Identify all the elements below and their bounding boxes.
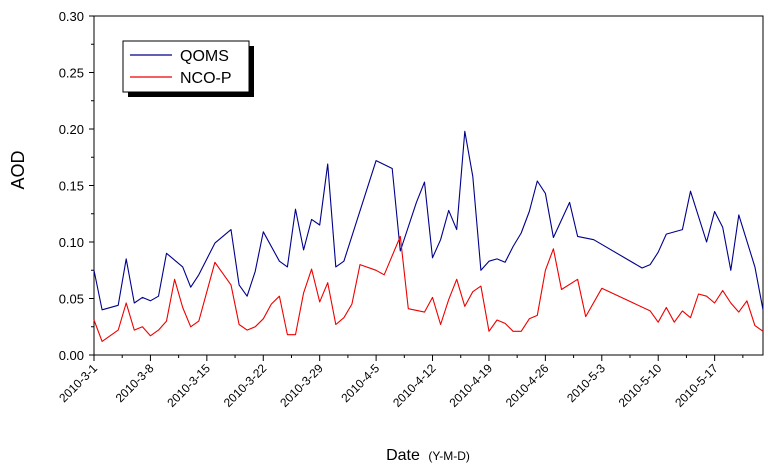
y-tick-label: 0.15 [59, 179, 84, 194]
x-tick-label: 2010-4-26 [503, 361, 552, 410]
legend-box [122, 40, 250, 93]
legend-label-qoms: QOMS [180, 48, 229, 65]
x-tick-label: 2010-4-12 [390, 361, 439, 410]
x-tick-label: 2010-3-1 [56, 361, 100, 405]
series-line-qoms [93, 130, 764, 311]
x-axis-ticks: 2010-3-1 2010-3-8 2010-3-15 2010-3-22 2010-3… [56, 355, 744, 410]
series-line-nco-p [93, 235, 764, 342]
x-tick-label: 2010-4-19 [446, 361, 495, 410]
series-lines [93, 130, 764, 342]
x-tick-label: 2010-3-29 [277, 361, 326, 410]
x-tick-label: 2010-3-8 [113, 361, 157, 405]
legend-label-nco-p: NCO-P [180, 70, 232, 87]
y-tick-label: 0.30 [59, 9, 84, 24]
x-axis-label-main: Date [386, 447, 420, 464]
x-axis-label-suffix: (Y-M-D) [428, 449, 470, 463]
y-axis-label: AOD [8, 150, 28, 189]
legend: QOMS NCO-P [122, 40, 254, 97]
x-tick-label: 2010-3-15 [164, 361, 213, 410]
y-tick-label: 0.10 [59, 235, 84, 250]
x-tick-label: 2010-5-10 [616, 361, 665, 410]
y-tick-label: 0.20 [59, 122, 84, 137]
x-tick-label: 2010-5-17 [672, 361, 721, 410]
y-tick-label: 0.05 [59, 292, 84, 307]
x-tick-label: 2010-3-22 [221, 361, 270, 410]
x-axis-label: Date (Y-M-D) [386, 447, 470, 464]
y-axis-ticks: 0.00 0.05 0.10 0.15 0.20 0.25 0.30 [59, 9, 94, 363]
y-tick-label: 0.00 [59, 348, 84, 363]
y-tick-label: 0.25 [59, 66, 84, 81]
x-tick-label: 2010-5-3 [564, 361, 608, 405]
x-tick-label: 2010-4-5 [338, 361, 382, 405]
